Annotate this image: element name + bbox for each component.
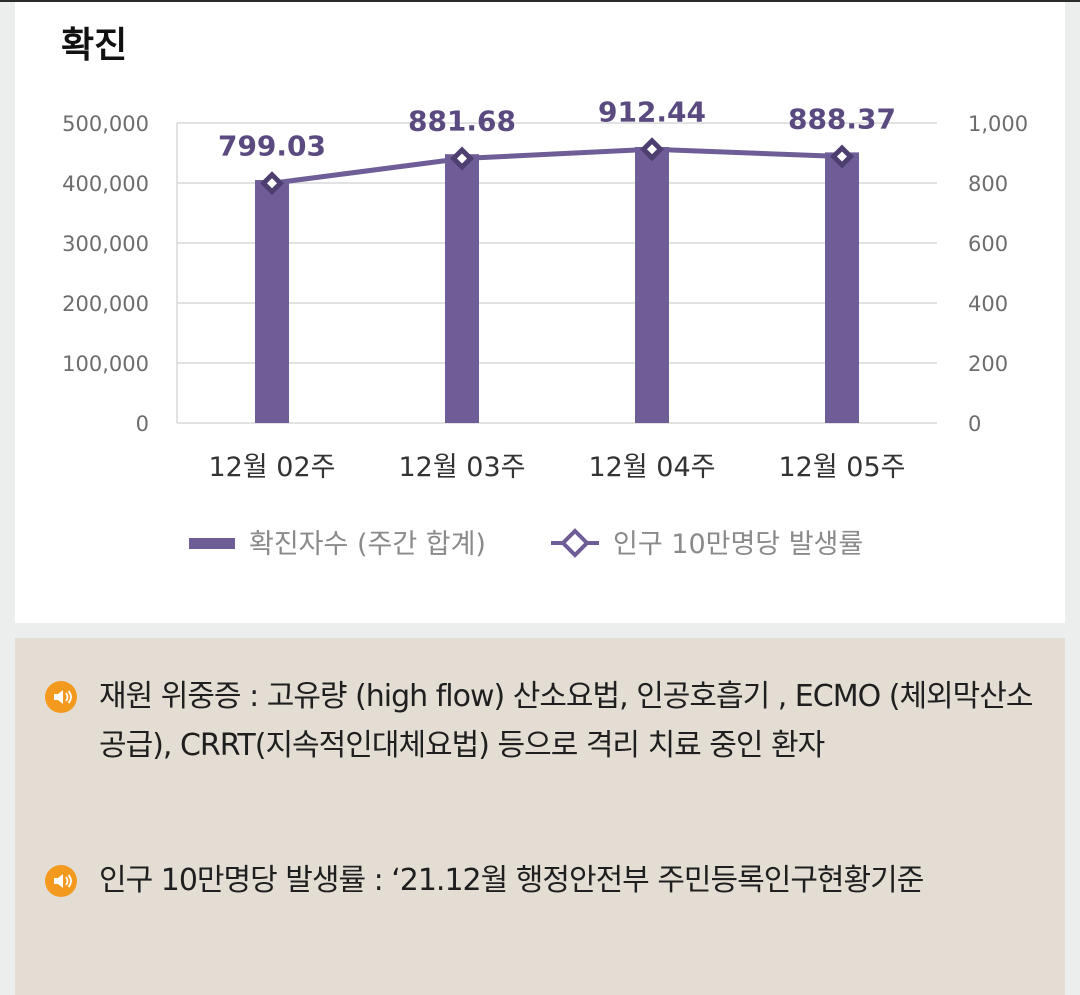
line-series — [260, 137, 854, 196]
axes: 0 100,000 200,000 300,000 400,000 500,000 0 200… — [62, 112, 1028, 483]
category-tick: 12월 03주 — [399, 452, 526, 483]
data-label: 881.68 — [408, 104, 516, 137]
legend-bar-label: 확진자수 (주간 합계) — [249, 529, 486, 560]
bar — [445, 154, 479, 423]
category-tick: 12월 02주 — [209, 452, 336, 483]
chart-card: 확진 0 100,000 200,000 300,000 400,000 500,000 0… — [15, 2, 1065, 623]
category-tick: 12월 04주 — [589, 452, 716, 483]
left-axis-tick: 400,000 — [62, 172, 149, 196]
line-point-marker-inner — [837, 151, 847, 162]
data-label: 888.37 — [788, 102, 896, 135]
legend: 확진자수 (주간 합계) 인구 10만명당 발생률 — [189, 528, 863, 560]
legend-line-label: 인구 10만명당 발생률 — [613, 529, 863, 560]
left-axis-tick: 0 — [136, 412, 149, 436]
line-point-marker-inner — [457, 153, 467, 164]
speaker-icon — [45, 865, 77, 897]
bars — [255, 147, 859, 423]
note-item: 재원 위중증 : 고유량 (high flow) 산소요법, 인공호흡기 , E… — [45, 672, 1035, 770]
bar — [825, 152, 859, 423]
combo-chart: 0 100,000 200,000 300,000 400,000 500,000 0 200… — [62, 95, 1028, 560]
legend-bar-swatch — [189, 538, 235, 549]
right-axis-tick: 1,000 — [968, 112, 1028, 136]
bar — [255, 180, 289, 423]
legend-line-marker — [560, 528, 590, 558]
card-title: 확진 — [61, 25, 128, 66]
data-label: 912.44 — [598, 95, 706, 128]
right-axis-tick: 400 — [968, 292, 1008, 316]
right-axis-tick: 200 — [968, 352, 1008, 376]
right-axis-tick: 0 — [968, 412, 981, 436]
left-axis-tick: 300,000 — [62, 232, 149, 256]
bar — [635, 147, 669, 423]
category-tick: 12월 05주 — [779, 452, 906, 483]
notes-panel: 재원 위중증 : 고유량 (high flow) 산소요법, 인공호흡기 , E… — [15, 638, 1065, 995]
note-text: 인구 10만명당 발생률 : ‘21.12월 행정안전부 주민등록인구현황기준 — [99, 863, 924, 898]
data-label: 799.03 — [218, 129, 326, 162]
top-rule — [0, 0, 1080, 2]
speaker-icon — [45, 681, 77, 713]
line-point-marker-inner — [267, 178, 277, 189]
right-axis-tick: 800 — [968, 172, 1008, 196]
right-axis-tick: 600 — [968, 232, 1008, 256]
data-labels: 799.03 881.68 912.44 888.37 — [218, 95, 896, 162]
line-point-marker-inner — [647, 144, 657, 155]
gridlines — [177, 122, 937, 424]
note-text: 재원 위중증 : 고유량 (high flow) 산소요법, 인공호흡기 , E… — [99, 679, 1033, 763]
note-item: 인구 10만명당 발생률 : ‘21.12월 행정안전부 주민등록인구현황기준 — [45, 856, 1035, 905]
left-axis-tick: 100,000 — [62, 352, 149, 376]
series-line — [271, 146, 843, 186]
left-axis-tick: 500,000 — [62, 112, 149, 136]
left-axis-tick: 200,000 — [62, 292, 149, 316]
